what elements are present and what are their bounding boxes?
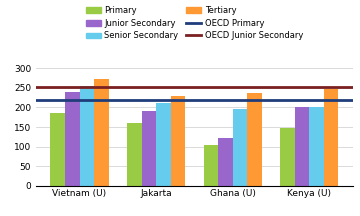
Bar — [247, 93, 262, 186]
Bar — [127, 123, 141, 186]
Bar — [171, 97, 185, 186]
Bar — [218, 138, 233, 186]
Bar — [204, 145, 218, 186]
Bar — [50, 113, 65, 186]
Bar — [80, 86, 94, 186]
Bar — [280, 128, 295, 186]
Bar — [94, 79, 109, 186]
Bar — [233, 109, 247, 186]
Bar — [156, 103, 171, 186]
Bar — [309, 108, 324, 186]
Legend: Primary, Junior Secondary, Senior Secondary, Tertiary, OECD Primary, OECD Junior: Primary, Junior Secondary, Senior Second… — [84, 4, 305, 42]
Bar — [295, 108, 309, 186]
Bar — [324, 89, 338, 186]
Bar — [141, 111, 156, 186]
Bar — [65, 92, 80, 186]
